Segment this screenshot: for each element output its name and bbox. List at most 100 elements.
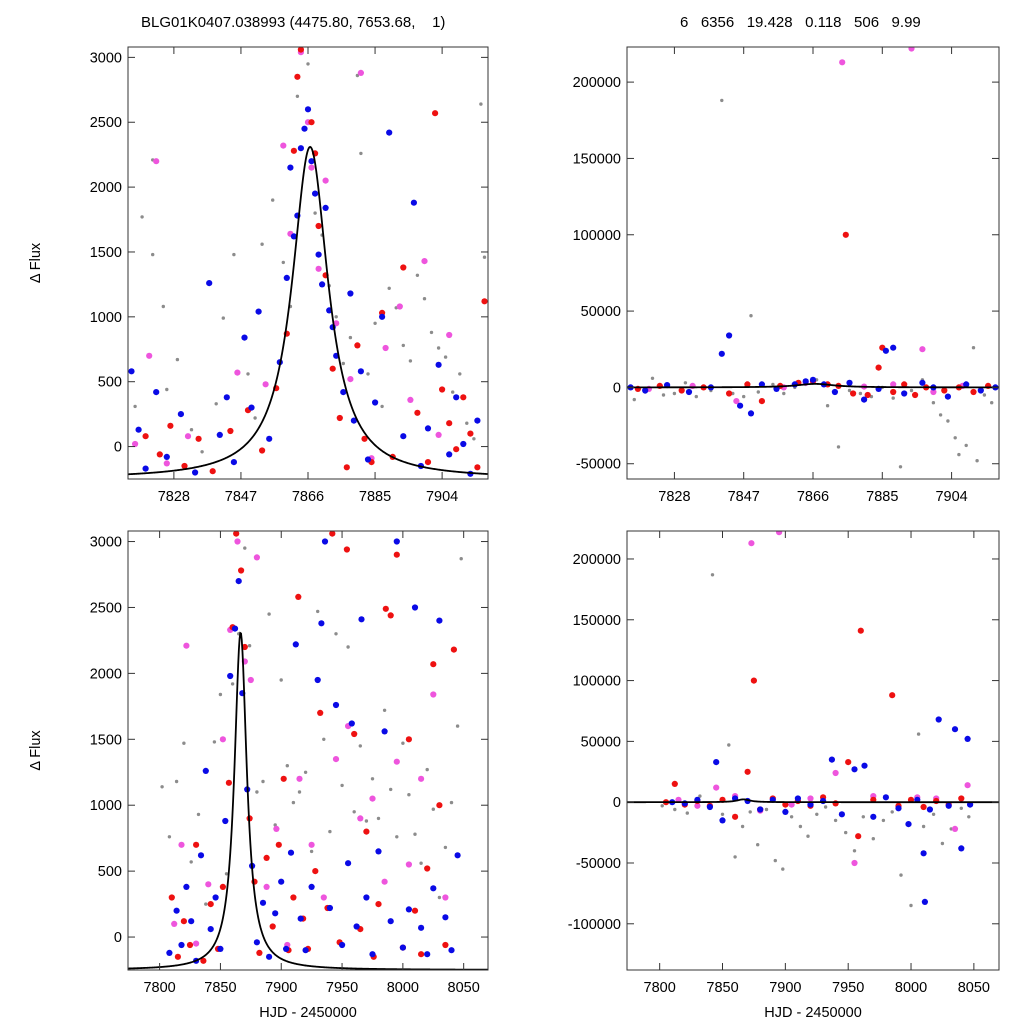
data-point-gray [322,737,326,741]
y-tick-label: 0 [114,440,122,456]
data-point-red [832,800,839,807]
data-point-gray [281,260,285,265]
data-point-blue [197,852,205,859]
data-point-blue [297,145,304,152]
data-point-blue [358,616,365,623]
data-point-red [238,567,245,574]
data-point-blue [861,762,868,769]
data-point-gray [340,783,344,788]
data-point-gray [789,815,794,819]
data-point-blue [905,821,912,828]
data-point-blue [287,164,294,171]
data-point-gray [771,382,775,387]
data-point-gray [425,767,429,772]
data-point-blue [882,347,890,354]
data-point-gray [650,376,655,380]
data-point-red [726,390,733,397]
data-point-gray [267,612,271,616]
data-point-gray [313,211,317,215]
data-point-gray [465,421,469,425]
data-point-blue [177,411,184,418]
data-point-blue [308,158,315,165]
data-point-gray [380,404,384,409]
data-point-red [174,953,181,960]
data-point-red [857,627,864,634]
data-point-gray [348,335,353,340]
data-point-magenta [446,331,453,339]
data-point-red [970,388,977,396]
y-axis-label: Δ Flux [28,242,44,283]
data-point-red [424,865,431,872]
panel-top-right: 7828 7847 7866 7885 7904 -50000 0 50000 100000 15… [573,46,1000,505]
data-point-gray [938,413,943,417]
data-point-blue [347,290,354,297]
data-point-gray [200,450,204,454]
data-point-blue [820,797,827,805]
data-point-blue [919,379,926,386]
x-tick-label: 7828 [658,489,690,505]
data-point-gray [683,381,688,385]
data-point-blue [474,417,481,424]
data-point-blue [253,939,260,946]
data-point-magenta [890,381,897,388]
data-point-blue [308,883,315,891]
y-tick-label: 50000 [581,734,621,750]
data-point-red [460,394,467,401]
data-point-blue [951,726,959,733]
data-point-gray [733,855,737,859]
data-point-red [329,531,336,537]
data-point-gray [366,372,370,376]
data-point-blue [363,894,370,901]
y-tick-label: 150000 [573,613,621,629]
data-point-blue [436,617,443,624]
data-point-magenta [322,177,329,184]
data-point-gray [224,872,229,876]
data-point-red [439,386,446,393]
data-point-magenta [930,388,937,396]
data-point-blue [719,817,726,824]
data-point-blue [266,953,273,960]
data-point-gray [990,401,994,405]
data-point-blue [206,280,213,287]
data-point-magenta [357,69,364,76]
data-point-blue [283,274,290,281]
data-point-gray [352,810,356,814]
data-point-red [782,801,789,808]
data-point-gray [261,779,265,784]
data-point-gray [246,372,250,376]
data-point-gray [429,330,434,335]
data-point-blue [430,885,437,892]
data-point-gray [946,419,950,423]
data-point-gray [852,849,857,853]
data-point-blue [399,944,406,951]
x-tick-label: 7885 [866,489,898,505]
data-point-magenta [262,381,269,388]
data-point-blue [301,125,308,132]
data-point-blue [851,766,858,773]
data-point-blue [782,808,789,816]
y-axis-label: Δ Flux [28,730,44,771]
data-point-gray [806,834,810,838]
data-point-gray [415,273,420,277]
data-point-red [453,446,460,453]
data-point-gray [898,465,903,469]
data-point-gray [861,815,865,819]
data-point-magenta [234,538,241,545]
y-tick-label: 2000 [90,180,122,196]
data-point-blue [424,425,432,432]
data-point-blue [375,848,382,855]
data-point-gray [764,807,769,812]
data-point-magenta [442,894,449,901]
x-tick-label: 8000 [895,980,927,996]
data-point-gray [982,393,987,397]
data-point-blue [737,402,744,409]
data-point-blue [345,860,352,867]
data-point-gray [844,830,848,835]
data-point-red [430,661,437,668]
data-point-blue [357,368,364,375]
data-point-blue [809,376,817,383]
data-point-gray [482,255,487,259]
data-point-magenta [407,396,414,403]
x-tick-label: 7800 [143,980,175,996]
data-point-gray [964,443,968,448]
